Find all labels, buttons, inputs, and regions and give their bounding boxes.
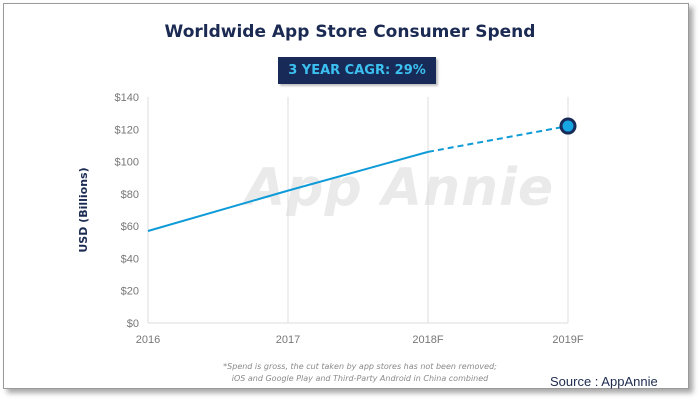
y-tick-label-80: $80 <box>121 189 139 201</box>
series-lines <box>147 125 569 232</box>
chart-title: Worldwide App Store Consumer Spend <box>164 22 536 42</box>
cagr-badge: 3 YEAR CAGR: 29% <box>278 57 436 84</box>
footnote-line-1: *Spend is gross, the cut taken by app st… <box>223 362 497 371</box>
x-axis-ticks: 2016 2017 2018F 2019F <box>136 334 584 346</box>
x-tick-label-2017: 2017 <box>276 334 300 346</box>
footnote: *Spend is gross, the cut taken by app st… <box>190 361 530 385</box>
x-tick-label-2016: 2016 <box>136 334 160 346</box>
y-tick-label-0: $0 <box>127 318 139 330</box>
x-tick-label-2018F: 2018F <box>412 334 443 346</box>
y-tick-label-20: $20 <box>121 286 139 298</box>
gridlines <box>147 97 569 324</box>
series-segment-2017-2018F <box>287 150 429 192</box>
y-tick-label-40: $40 <box>121 253 139 265</box>
series-segment-2018F-2019F <box>427 125 569 153</box>
data-point-2019F <box>559 117 577 135</box>
series-markers <box>559 117 577 135</box>
y-tick-label-100: $100 <box>115 157 139 169</box>
y-tick-label-140: $140 <box>115 92 139 104</box>
source-label: Source : AppAnnie <box>550 374 658 389</box>
footnote-line-2: iOS and Google Play and Third-Party Andr… <box>231 374 489 383</box>
y-tick-label-60: $60 <box>121 221 139 233</box>
y-axis-ticks: $0 $20 $40 $60 $80 $100 $120 $140 <box>115 92 139 330</box>
x-tick-label-2019F: 2019F <box>552 334 583 346</box>
series-segment-2016-2017 <box>147 189 289 232</box>
y-tick-label-120: $120 <box>115 124 139 136</box>
y-axis-label: USD (Billions) <box>77 167 90 252</box>
